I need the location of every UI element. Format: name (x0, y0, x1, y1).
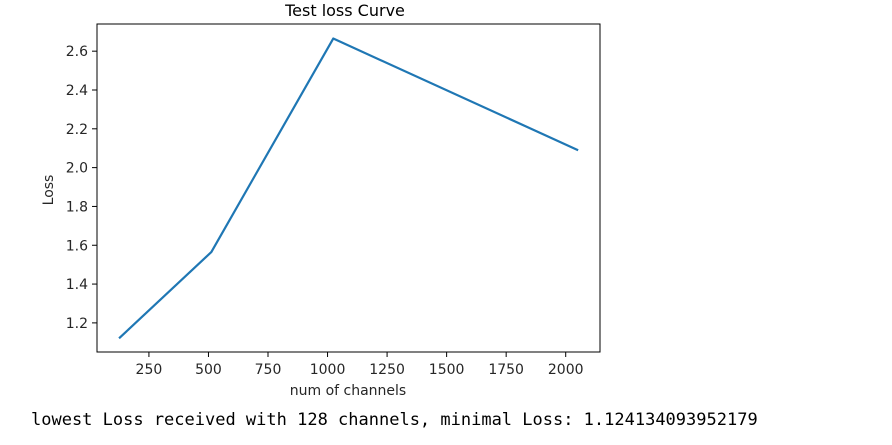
y-tick-label: 1.8 (66, 199, 88, 215)
x-tick-label: 1000 (310, 362, 346, 378)
output-text: lowest Loss received with 128 channels, … (31, 410, 758, 430)
x-tick-label: 1250 (369, 362, 405, 378)
x-tick-label: 2000 (548, 362, 584, 378)
plot-frame (96, 23, 601, 353)
y-tick-label: 1.4 (66, 277, 88, 293)
x-tick-label: 500 (195, 362, 222, 378)
x-tick-label: 750 (255, 362, 282, 378)
x-tick-label: 250 (136, 362, 163, 378)
y-tick-label: 2.4 (66, 83, 88, 99)
chart-title: Test loss Curve (284, 1, 405, 20)
y-tick-label: 2.0 (66, 161, 88, 177)
y-tick-label: 1.6 (66, 238, 88, 254)
x-tick-label: 1750 (488, 362, 524, 378)
x-tick-label: 1500 (429, 362, 465, 378)
y-tick-label: 2.2 (66, 122, 88, 138)
y-tick-label: 2.6 (66, 44, 88, 60)
y-tick-label: 1.2 (66, 316, 88, 332)
series-line-0 (118, 37, 579, 340)
loss-chart: Test loss Curve 250 500 750 1000 1250 1500 175… (41, 1, 601, 399)
y-axis-label: Loss (41, 175, 57, 206)
plot-area: 250 500 750 1000 1250 1500 1750 2000 1.2 1.4 1.6 1.… (66, 23, 601, 378)
x-axis-label: num of channels (290, 383, 406, 399)
